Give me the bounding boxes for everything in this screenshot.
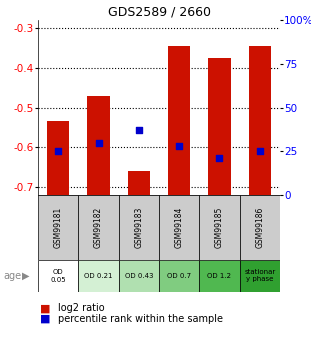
Bar <box>38 260 78 292</box>
Text: GSM99181: GSM99181 <box>54 207 63 248</box>
Bar <box>78 260 119 292</box>
Bar <box>47 121 69 195</box>
Text: ▶: ▶ <box>22 271 29 281</box>
Text: percentile rank within the sample: percentile rank within the sample <box>58 314 223 324</box>
Bar <box>78 195 119 260</box>
Point <box>56 148 61 154</box>
Text: OD 1.2: OD 1.2 <box>207 273 231 279</box>
Bar <box>240 195 280 260</box>
Bar <box>87 96 109 195</box>
Text: log2 ratio: log2 ratio <box>58 303 104 313</box>
Text: GSM99184: GSM99184 <box>175 207 184 248</box>
Point <box>96 140 101 145</box>
Text: GSM99186: GSM99186 <box>255 207 264 248</box>
Text: OD 0.43: OD 0.43 <box>125 273 153 279</box>
Point <box>217 156 222 161</box>
Bar <box>38 195 78 260</box>
Bar <box>208 58 230 195</box>
Text: OD 0.21: OD 0.21 <box>84 273 113 279</box>
Bar <box>249 46 271 195</box>
Text: stationar
y phase: stationar y phase <box>244 269 276 283</box>
Text: GSM99183: GSM99183 <box>134 207 143 248</box>
Point <box>177 143 182 149</box>
Text: GSM99182: GSM99182 <box>94 207 103 248</box>
Bar <box>159 195 199 260</box>
Bar <box>119 260 159 292</box>
Bar <box>128 171 150 195</box>
Text: age: age <box>3 271 21 281</box>
Bar <box>159 260 199 292</box>
Text: OD 0.7: OD 0.7 <box>167 273 191 279</box>
Bar <box>119 195 159 260</box>
Point <box>136 128 141 133</box>
Text: ■: ■ <box>40 314 51 324</box>
Point <box>257 148 262 154</box>
Text: GSM99185: GSM99185 <box>215 207 224 248</box>
Bar <box>240 260 280 292</box>
Text: OD
0.05: OD 0.05 <box>50 269 66 283</box>
Bar <box>168 46 190 195</box>
Text: ■: ■ <box>40 303 51 313</box>
Bar <box>199 260 240 292</box>
Title: GDS2589 / 2660: GDS2589 / 2660 <box>108 6 211 19</box>
Bar <box>199 195 240 260</box>
